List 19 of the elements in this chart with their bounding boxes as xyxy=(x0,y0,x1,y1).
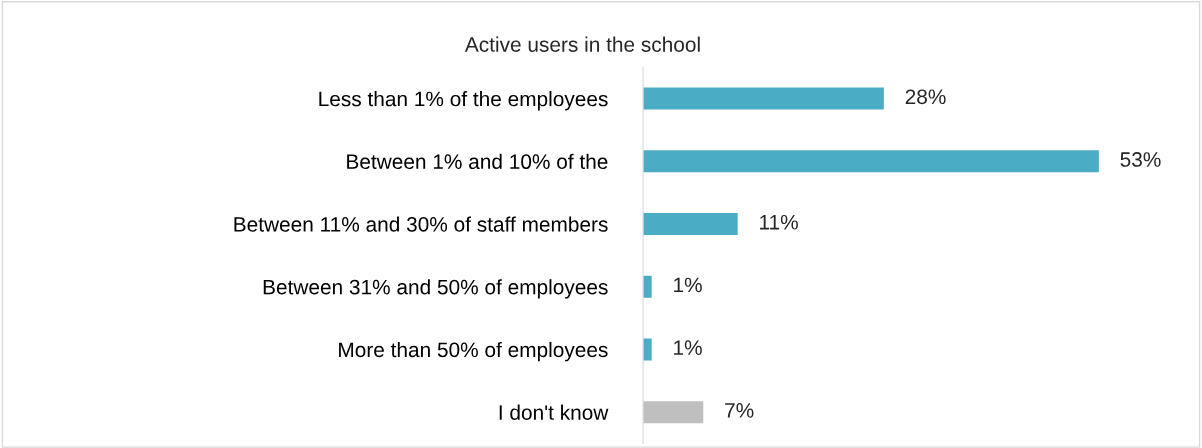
y-tick-label: Between 31% and 50% of employees xyxy=(263,279,608,299)
bar xyxy=(643,401,704,424)
data-label: 53% xyxy=(1120,152,1161,167)
chart-title: Active users in the school xyxy=(464,36,700,52)
data-label: 1% xyxy=(674,277,702,293)
bar xyxy=(643,213,738,235)
data-label: 1% xyxy=(674,340,702,355)
data-label: 11% xyxy=(760,214,798,230)
y-tick-label: I don't know xyxy=(499,404,609,420)
bar xyxy=(643,275,652,298)
bar xyxy=(643,87,884,110)
bar xyxy=(643,150,1099,173)
data-label: 28% xyxy=(905,89,946,105)
y-tick-label: More than 50% of employees xyxy=(339,341,608,362)
y-tick-label: Between 1% and 10% of the xyxy=(347,153,608,170)
data-label: 7% xyxy=(725,403,754,418)
bar xyxy=(643,338,652,361)
y-tick-label: Less than 1% of the employees xyxy=(319,91,608,111)
y-tick-label: Between 11% and 30% of staff members xyxy=(234,216,608,232)
